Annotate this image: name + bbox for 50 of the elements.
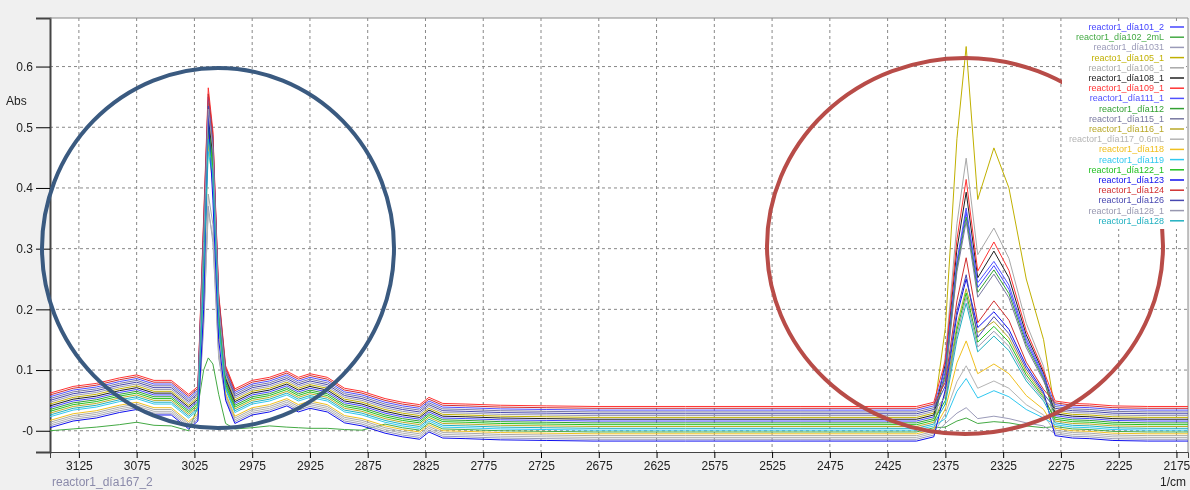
- y-tick-label: -0: [22, 424, 34, 439]
- x-tick-label: 2775: [470, 458, 498, 473]
- legend-label: reactor1_día108_1: [1088, 73, 1164, 83]
- legend-label: reactor1_día118: [1099, 144, 1164, 155]
- x-tick-label: 2825: [412, 458, 440, 473]
- legend-label: reactor1_día115_1: [1089, 113, 1164, 124]
- legend-label: reactor1_día126: [1098, 195, 1164, 206]
- legend-label: reactor1_día112: [1099, 103, 1164, 114]
- x-tick-label: 2375: [932, 458, 960, 473]
- x-tick-label: 2675: [585, 458, 613, 473]
- x-tick-label: 2275: [1048, 458, 1076, 473]
- x-tick-label: 3025: [181, 458, 209, 473]
- x-tick-label: 2925: [297, 458, 325, 473]
- legend-label: reactor1_día106_1: [1088, 62, 1164, 73]
- legend-label: reactor1_día116_1: [1089, 124, 1164, 134]
- x-tick-label: 2425: [874, 458, 902, 473]
- x-tick-label: 2875: [354, 458, 382, 473]
- y-tick-label: 0.2: [16, 302, 34, 317]
- legend-label: reactor1_día124: [1098, 185, 1164, 196]
- legend-label: reactor1_día102_2mL: [1075, 32, 1164, 43]
- y-tick-label: 0.4: [16, 181, 34, 196]
- y-tick-label: 0.5: [16, 120, 34, 135]
- x-tick-label: 2525: [759, 458, 787, 473]
- y-tick-label: 0.1: [16, 363, 34, 378]
- legend-label: reactor1_día128_1: [1088, 205, 1164, 216]
- legend-label: reactor1_día101_2: [1088, 22, 1164, 32]
- x-tick-label: 2975: [239, 458, 267, 473]
- legend-label: reactor1_día117_0.6mL: [1069, 134, 1164, 145]
- legend-label: reactor1_día128: [1098, 215, 1164, 226]
- x-tick-label: 3125: [66, 458, 94, 473]
- legend-label: reactor1_día119: [1099, 154, 1164, 165]
- legend-label: reactor1_día109_1: [1088, 83, 1164, 94]
- text: reactor1_día167_2: [52, 475, 154, 489]
- legend-label: reactor1_día111_1: [1089, 93, 1164, 104]
- x-tick-label: 3075: [123, 458, 151, 473]
- x-tick-label: 2625: [643, 458, 671, 473]
- legend-label: reacto1_día105_1: [1091, 52, 1164, 63]
- x-axis-title: 1/cm: [1159, 475, 1186, 489]
- x-tick-label: 2475: [817, 458, 845, 473]
- x-tick-label: 2225: [1105, 458, 1133, 473]
- x-tick-label: 2325: [990, 458, 1018, 473]
- legend-label: reactor1_día123: [1098, 175, 1164, 185]
- y-tick-label: 0.6: [16, 59, 34, 74]
- x-tick-label: 2575: [701, 458, 729, 473]
- y-tick-label: 0.3: [16, 242, 34, 256]
- x-tick-label: 2725: [528, 458, 556, 473]
- x-tick-label: 2175: [1163, 458, 1190, 473]
- y-axis-title: Abs: [6, 94, 27, 108]
- legend-label: reactor1_día1031: [1093, 42, 1164, 53]
- legend-label: reactor1_día122_1: [1088, 164, 1164, 175]
